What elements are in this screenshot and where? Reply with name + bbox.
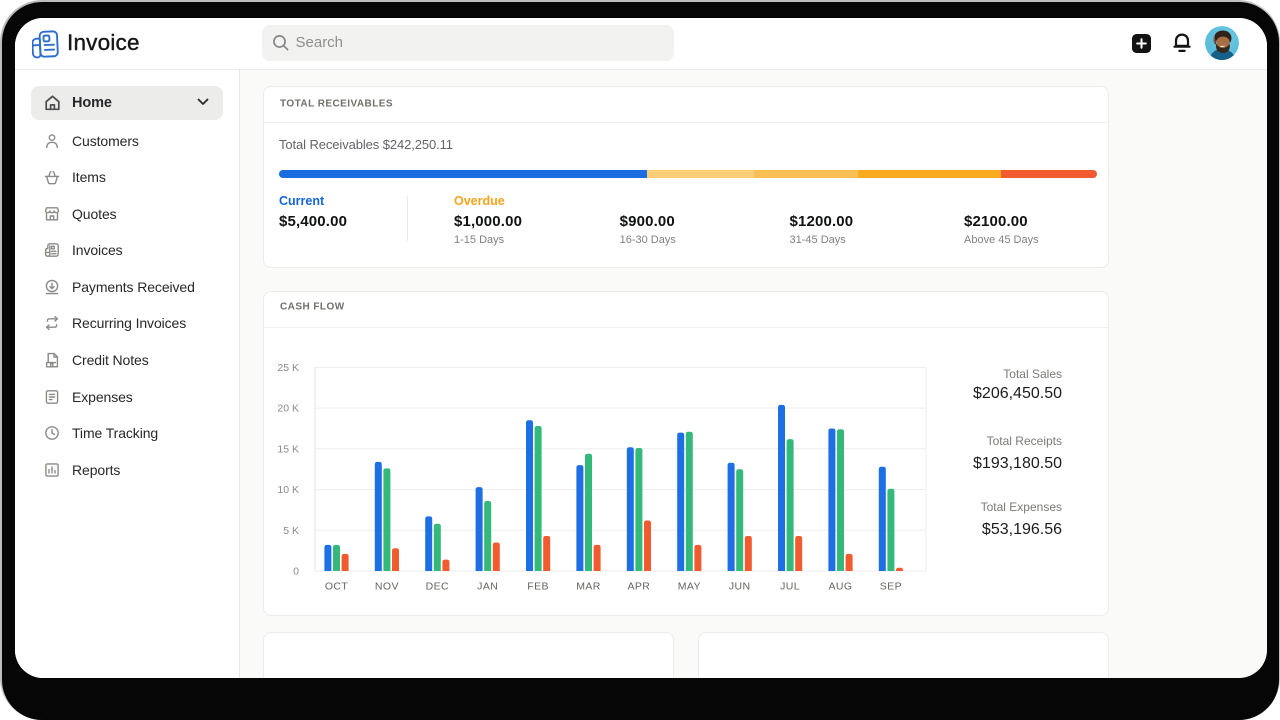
svg-text:25 K: 25 K bbox=[277, 362, 299, 374]
svg-text:APR: APR bbox=[628, 581, 651, 593]
svg-text:JUN: JUN bbox=[729, 581, 751, 593]
svg-text:5 K: 5 K bbox=[283, 525, 299, 537]
svg-text:JAN: JAN bbox=[477, 581, 498, 593]
svg-text:15 K: 15 K bbox=[277, 443, 299, 455]
svg-text:MAR: MAR bbox=[576, 581, 601, 593]
svg-text:FEB: FEB bbox=[527, 581, 549, 593]
svg-text:10 K: 10 K bbox=[277, 484, 299, 496]
svg-text:JUL: JUL bbox=[780, 581, 800, 593]
svg-text:AUG: AUG bbox=[829, 581, 853, 593]
svg-text:NOV: NOV bbox=[375, 581, 399, 593]
svg-text:DEC: DEC bbox=[426, 581, 449, 593]
svg-text:MAY: MAY bbox=[678, 581, 701, 593]
svg-text:SEP: SEP bbox=[880, 581, 902, 593]
svg-text:OCT: OCT bbox=[325, 581, 349, 593]
svg-text:20 K: 20 K bbox=[277, 403, 299, 415]
svg-text:0: 0 bbox=[293, 566, 299, 578]
